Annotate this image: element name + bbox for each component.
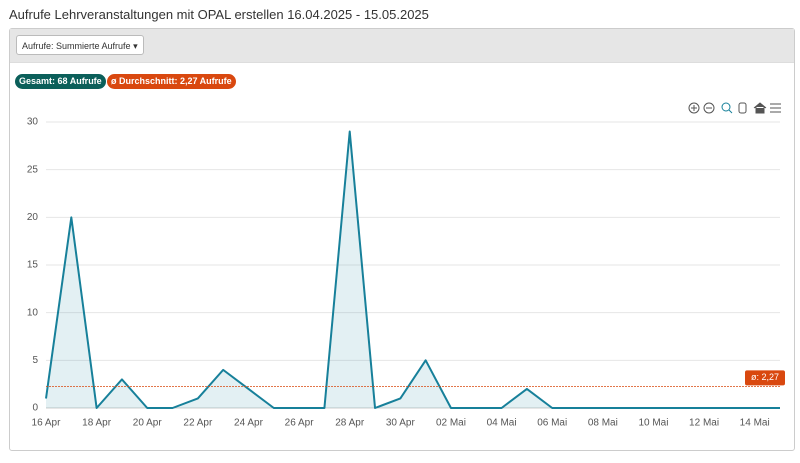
dropdown-label: Aufrufe: Summierte Aufrufe	[22, 41, 131, 51]
y-tick-label: 15	[27, 260, 39, 271]
x-tick-label: 02 Mai	[436, 418, 466, 429]
average-label: ø: 2,27	[751, 372, 779, 382]
x-tick-label: 24 Apr	[234, 418, 264, 429]
y-tick-label: 20	[27, 212, 39, 223]
toolbar: Aufrufe: Summierte Aufrufe ▾	[10, 29, 794, 63]
x-tick-label: 18 Apr	[82, 418, 112, 429]
x-tick-label: 06 Mai	[537, 418, 567, 429]
y-tick-label: 10	[27, 307, 39, 318]
y-tick-label: 5	[32, 355, 38, 366]
x-tick-label: 28 Apr	[335, 418, 365, 429]
y-tick-label: 25	[27, 164, 39, 175]
panel: Aufrufe: Summierte Aufrufe ▾ Gesamt: 68 …	[9, 28, 795, 451]
x-tick-label: 12 Mai	[689, 418, 719, 429]
x-tick-label: 22 Apr	[183, 418, 213, 429]
y-tick-label: 30	[27, 117, 39, 128]
x-tick-label: 30 Apr	[386, 418, 416, 429]
x-tick-label: 14 Mai	[740, 418, 770, 429]
x-tick-label: 04 Mai	[487, 418, 517, 429]
dropdown[interactable]: Aufrufe: Summierte Aufrufe ▾	[16, 35, 144, 55]
chart-tools[interactable]	[688, 102, 781, 114]
y-tick-label: 0	[32, 403, 38, 414]
x-tick-label: 16 Apr	[32, 418, 62, 429]
line	[45, 130, 780, 409]
x-tick-label: 26 Apr	[285, 418, 315, 429]
total-badge: Gesamt: 68 Aufrufe	[15, 74, 106, 89]
x-tick-label: 10 Mai	[638, 418, 668, 429]
page-title: Aufrufe Lehrveranstaltungen mit OPAL ers…	[9, 7, 429, 22]
area	[46, 131, 780, 409]
x-tick-label: 20 Apr	[133, 418, 163, 429]
x-tick-label: 08 Mai	[588, 418, 618, 429]
average-badge: ø Durchschnitt: 2,27 Aufrufe	[107, 74, 236, 89]
average-label-bg	[745, 370, 785, 386]
